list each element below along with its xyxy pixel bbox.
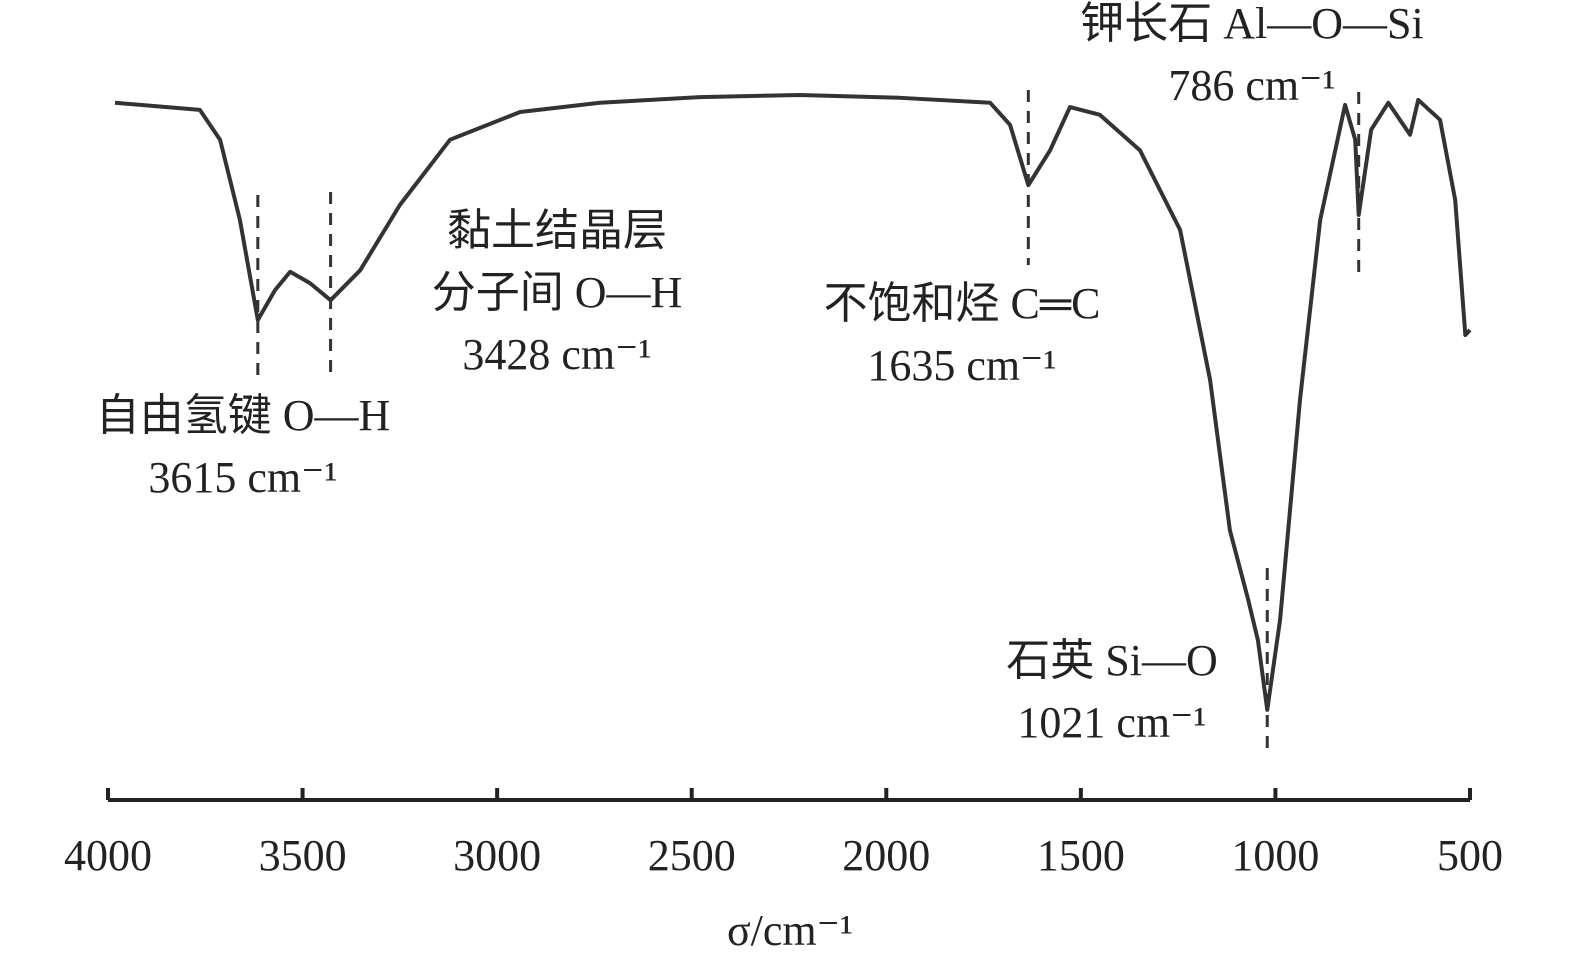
annotation-text: 钾长石 Al—O—Si — [1080, 0, 1423, 48]
x-tick-label: 1500 — [1037, 831, 1125, 880]
annotation-text: 1635 cm⁻¹ — [867, 341, 1056, 390]
annotation-text: 不饱和烃 C═C — [824, 279, 1101, 328]
annotation-text: 3428 cm⁻¹ — [462, 330, 651, 379]
annotation-text: 1021 cm⁻¹ — [1017, 698, 1206, 747]
x-tick-label: 3500 — [259, 831, 347, 880]
spectrum-line — [114, 92, 1472, 712]
annotation-text: 石英 Si—O — [1006, 636, 1217, 685]
x-tick-label: 2500 — [648, 831, 736, 880]
annotation-text: 786 cm⁻¹ — [1168, 61, 1335, 110]
x-tick-label: 500 — [1437, 831, 1503, 880]
annotation-text: 3615 cm⁻¹ — [148, 453, 337, 502]
x-tick-label: 4000 — [64, 831, 152, 880]
x-tick-label: 1000 — [1231, 831, 1319, 880]
x-tick-label: 3000 — [453, 831, 541, 880]
x-axis-label: σ/cm⁻¹ — [727, 906, 853, 955]
x-tick-label: 2000 — [842, 831, 930, 880]
annotation-text: 自由氢键 O—H — [96, 391, 391, 440]
annotation-text: 分子间 O—H — [432, 268, 683, 317]
annotation-text: 黏土结晶层 — [447, 206, 667, 255]
